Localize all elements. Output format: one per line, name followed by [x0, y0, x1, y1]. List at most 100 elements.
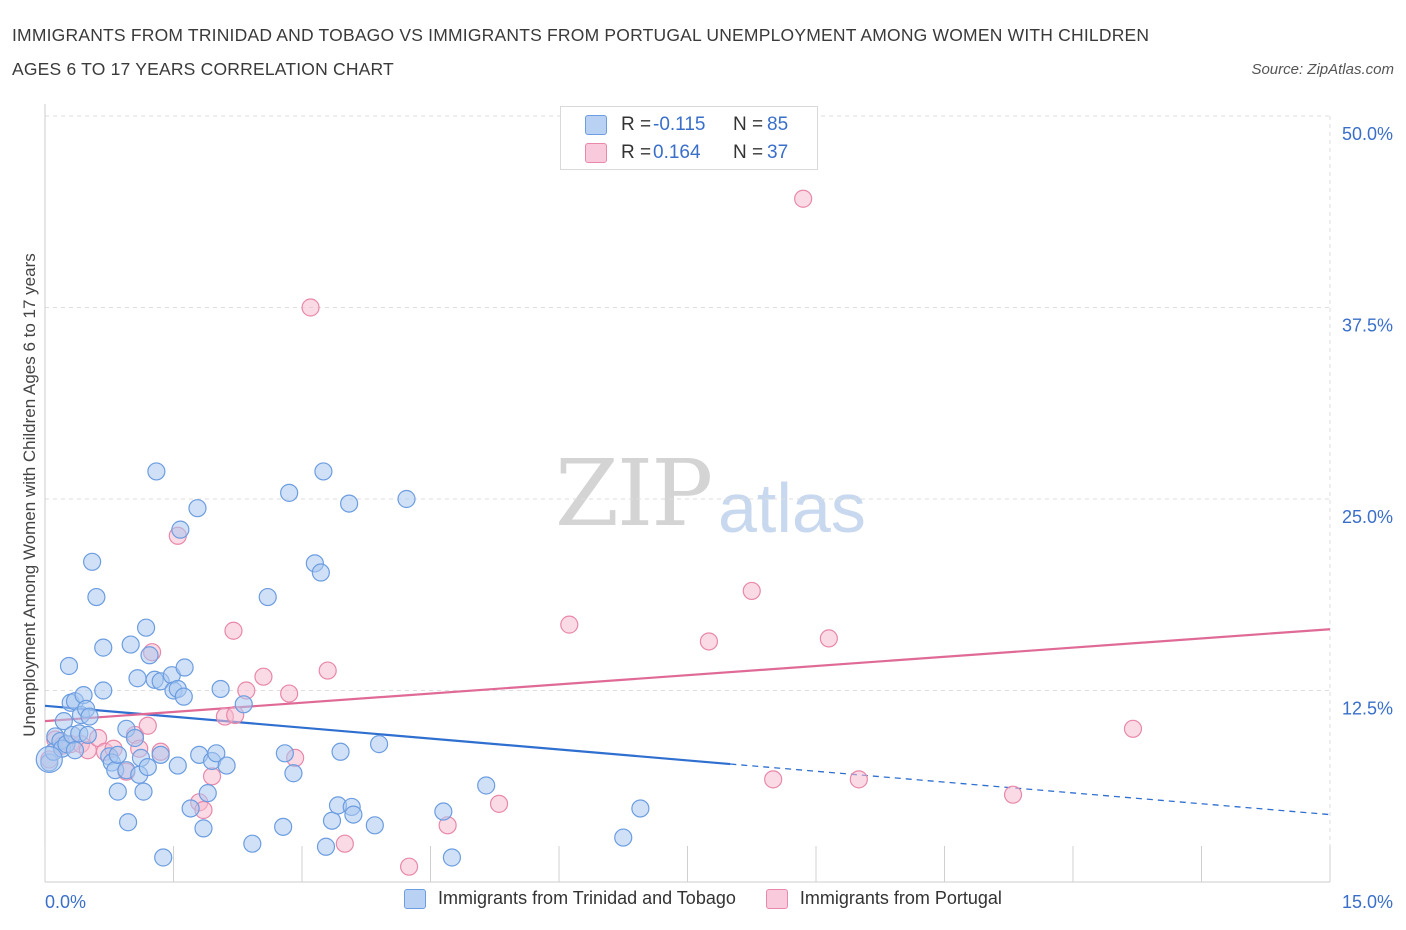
point-trinidad [274, 817, 293, 836]
y-tick-label: 37.5% [1342, 316, 1393, 336]
axes [44, 104, 1331, 883]
point-trinidad [442, 848, 462, 867]
r-value: 0.164 [653, 142, 701, 163]
legend-item-trinidad[interactable]: Immigrants from Trinidad and Tobago [404, 888, 736, 909]
point-trinidad [434, 802, 453, 821]
point-trinidad [311, 563, 330, 582]
x-tick-label: 15.0% [1342, 892, 1393, 912]
point-trinidad [54, 712, 73, 731]
point-trinidad [78, 725, 97, 745]
watermark-atlas: atlas [718, 469, 866, 547]
point-trinidad [118, 813, 138, 832]
point-trinidad [168, 756, 187, 775]
point-trinidad [136, 618, 156, 637]
legend-row-trinidad: R = -0.115 N = 85 [585, 114, 788, 136]
point-portugal [301, 298, 320, 317]
point-trinidad [234, 695, 253, 714]
point-trinidad [59, 656, 79, 676]
point-trinidad [322, 811, 342, 830]
point-trinidad [397, 489, 416, 509]
trend-line-portugal [44, 628, 1331, 723]
point-trinidad [65, 741, 85, 760]
point-trinidad [147, 462, 166, 481]
y-tick-label: 12.5% [1342, 699, 1393, 719]
legend-swatch-blue [404, 888, 427, 909]
n-label: N = [733, 142, 764, 163]
point-trinidad [174, 687, 193, 706]
point-portugal [399, 857, 419, 876]
point-trinidad [344, 805, 363, 824]
point-trinidad [171, 520, 190, 539]
point-trinidad [477, 776, 496, 795]
point-portugal [699, 632, 719, 651]
point-trinidad [125, 728, 145, 748]
point-trinidad [83, 552, 102, 571]
point-portugal [819, 629, 838, 648]
point-portugal [1123, 719, 1143, 738]
point-portugal [794, 189, 813, 208]
point-portugal [489, 794, 509, 813]
legend-label: Immigrants from Trinidad and Tobago [438, 888, 736, 908]
y-tick-label: 25.0% [1342, 507, 1393, 527]
correlation-legend: R = -0.115 N = 85 R = 0.164 N = 37 [560, 106, 818, 170]
n-label: N = [733, 114, 764, 135]
point-trinidad [151, 745, 170, 764]
point-trinidad [280, 483, 299, 502]
n-value: 85 [767, 114, 789, 135]
point-trinidad [314, 462, 333, 481]
point-trinidad [275, 744, 294, 763]
r-value: -0.115 [653, 114, 706, 135]
point-trinidad [138, 757, 157, 777]
point-portugal [742, 581, 761, 601]
point-trinidad [340, 494, 359, 513]
point-portugal [1003, 785, 1023, 804]
r-label: R = [621, 114, 652, 135]
point-portugal [254, 667, 273, 686]
point-portugal [318, 661, 337, 680]
point-portugal [849, 770, 868, 789]
point-trinidad [211, 679, 230, 699]
point-portugal [138, 716, 157, 735]
point-portugal [224, 621, 243, 640]
trend-lines [44, 628, 1331, 816]
legend-label: Immigrants from Portugal [799, 888, 1002, 908]
point-trinidad [316, 837, 336, 856]
trend-line-trinidad [44, 704, 731, 766]
point-portugal [764, 770, 783, 789]
point-portugal [202, 767, 222, 786]
legend-swatch-pink [585, 143, 607, 163]
y-tick-label: 50.0% [1342, 124, 1393, 144]
source-label: Source: ZipAtlas.com [1251, 61, 1394, 78]
tick-labels: 12.5% 25.0% 37.5% 50.0% 0.0% 15.0% [45, 124, 1393, 912]
point-trinidad [243, 834, 262, 853]
point-trinidad [80, 707, 99, 726]
point-trinidad [331, 742, 350, 761]
point-trinidad [284, 764, 303, 783]
point-trinidad [108, 745, 127, 764]
r-label: R = [621, 142, 652, 163]
legend-swatch-pink [765, 888, 788, 909]
point-trinidad [217, 756, 236, 775]
legend-swatch-blue [585, 115, 607, 135]
x-tick-label: 0.0% [45, 892, 86, 912]
point-trinidad [94, 681, 113, 700]
point-trinidad [128, 669, 147, 688]
point-trinidad [108, 782, 127, 801]
point-trinidad [188, 499, 207, 518]
point-trinidad [35, 745, 63, 774]
legend-row-portugal: R = 0.164 N = 37 [585, 142, 788, 164]
legend-item-portugal[interactable]: Immigrants from Portugal [765, 888, 1002, 909]
point-trinidad [154, 848, 173, 867]
point-trinidad [365, 816, 384, 835]
point-trinidad [134, 782, 153, 801]
point-trinidad [94, 638, 113, 657]
point-portugal [560, 615, 579, 634]
point-portugal [335, 834, 354, 853]
point-trinidad [370, 735, 389, 754]
data-points [35, 189, 1143, 876]
point-trinidad [175, 658, 194, 677]
trend-line-trinidad-extension [730, 763, 1331, 816]
grid-lines [45, 115, 1331, 882]
point-trinidad [181, 799, 200, 818]
point-trinidad [194, 819, 213, 838]
